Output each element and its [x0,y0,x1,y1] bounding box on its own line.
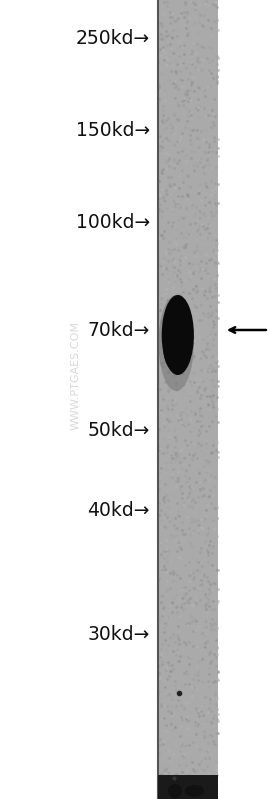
Ellipse shape [168,784,182,798]
Text: 50kd→: 50kd→ [87,420,150,439]
Bar [158,0,218,799]
Text: 30kd→: 30kd→ [87,626,150,645]
Ellipse shape [166,309,182,353]
Text: 100kd→: 100kd→ [76,213,150,232]
Ellipse shape [162,295,194,375]
Ellipse shape [163,323,187,371]
Text: 40kd→: 40kd→ [87,500,150,519]
Ellipse shape [158,295,194,391]
Text: 250kd→: 250kd→ [76,29,150,47]
Bar [158,775,218,799]
Ellipse shape [185,785,204,797]
Text: 150kd→: 150kd→ [76,121,150,140]
Text: 70kd→: 70kd→ [87,320,150,340]
Text: WWW.PTGAES.COM: WWW.PTGAES.COM [71,321,81,430]
